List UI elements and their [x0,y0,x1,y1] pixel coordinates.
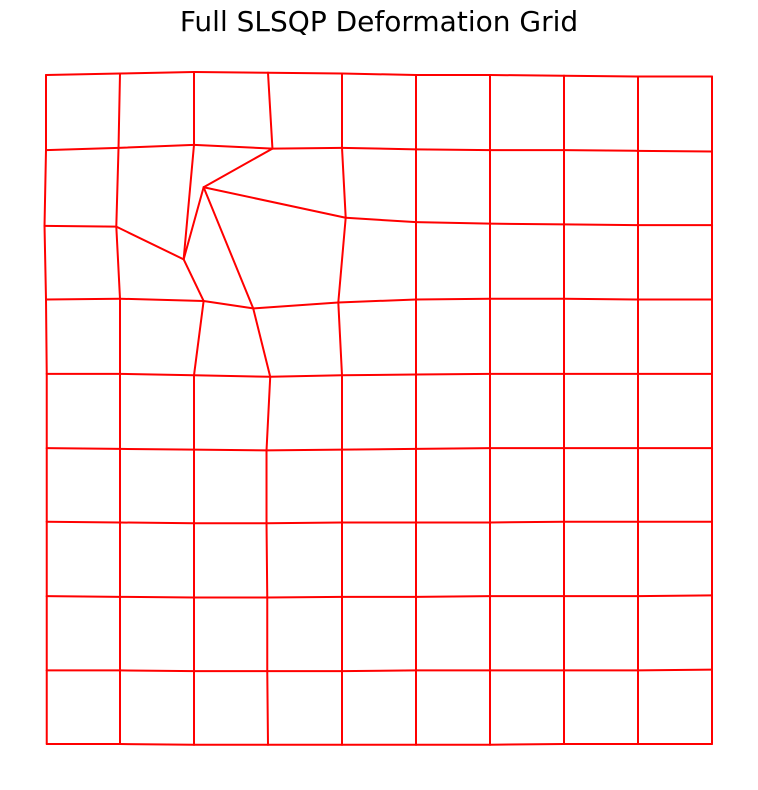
grid-edge-horizontal [117,143,195,149]
grid-edge-horizontal [637,149,713,153]
grid-edge-horizontal [119,372,195,377]
grid-edge-horizontal [489,74,565,77]
grid-edge-horizontal [45,297,121,301]
grid-edge-vertical [182,143,195,261]
grid-edge-horizontal [115,225,185,261]
grid-edge-horizontal [265,521,343,525]
chart-title: Full SLSQP Deformation Grid [179,5,579,38]
grid-edge-horizontal [193,143,274,150]
grid-lines-group [43,71,713,746]
grid-edge-horizontal [637,594,713,598]
grid-edge-horizontal [415,595,491,598]
grid-edge-horizontal [43,224,118,228]
grid-edge-horizontal [489,520,565,524]
grid-edge-horizontal [341,146,417,151]
grid-edge-horizontal [415,297,491,301]
grid-edge-horizontal [415,447,491,450]
grid-edge-horizontal [193,374,272,378]
grid-edge-vertical [115,146,120,228]
grid-edge-horizontal [119,669,195,673]
grid-edge-horizontal [202,299,255,310]
grid-edge-horizontal [119,297,205,302]
grid-edge-vertical [115,225,121,300]
grid-edge-horizontal [193,71,269,74]
grid-edge-horizontal [182,186,205,261]
grid-edge-horizontal [266,595,343,599]
grid-edge-horizontal [119,595,195,599]
grid-edge-horizontal [489,222,565,226]
grid-edge-horizontal [563,297,639,301]
grid-edge-vertical [117,72,121,149]
grid-edge-horizontal [341,373,417,377]
grid-edge-horizontal [271,146,343,150]
grid-edge-horizontal [267,71,343,75]
grid-edge-vertical [252,307,272,378]
grid-edge-vertical [337,216,347,304]
grid-edge-horizontal [119,743,195,746]
grid-edge-horizontal [563,74,639,78]
grid-edge-horizontal [344,216,417,224]
grid-edge-vertical [265,522,269,599]
grid-edge-horizontal [45,520,121,524]
grid-edge-horizontal [415,221,491,225]
grid-edge-horizontal [637,668,713,672]
grid-edge-horizontal [119,447,195,451]
grid-edge-vertical [265,375,272,452]
grid-edge-vertical [341,146,347,219]
grid-edge-horizontal [269,374,343,378]
grid-edge-horizontal [341,447,417,451]
grid-edge-horizontal [193,448,268,452]
grid-edge-horizontal [563,149,639,152]
grid-edge-horizontal [265,448,343,452]
grid-edge-horizontal [45,595,121,598]
grid-edge-horizontal [119,71,195,75]
grid-edge-vertical [267,71,274,150]
grid-edge-vertical [45,298,48,375]
grid-edge-horizontal [202,186,347,219]
grid-edge-horizontal [45,72,121,76]
grid-edge-vertical [182,258,205,302]
grid-edge-horizontal [563,223,639,227]
grid-edge-vertical [202,147,274,189]
grid-edge-vertical [43,149,47,227]
grid-edge-vertical [193,299,205,377]
grid-edge-horizontal [341,669,417,673]
grid-edge-horizontal [337,298,417,304]
grid-edge-vertical [43,224,47,301]
grid-edge-horizontal [252,301,340,310]
grid-edge-horizontal [415,372,491,376]
grid-edge-horizontal [119,521,195,525]
grid-edge-horizontal [489,743,565,746]
grid-edge-horizontal [341,72,417,76]
grid-edge-vertical [202,186,255,310]
grid-edge-vertical [266,670,269,746]
grid-edge-horizontal [415,148,491,152]
grid-edge-vertical [337,301,343,377]
grid-edge-horizontal [45,146,120,152]
grid-edge-horizontal [45,447,121,450]
